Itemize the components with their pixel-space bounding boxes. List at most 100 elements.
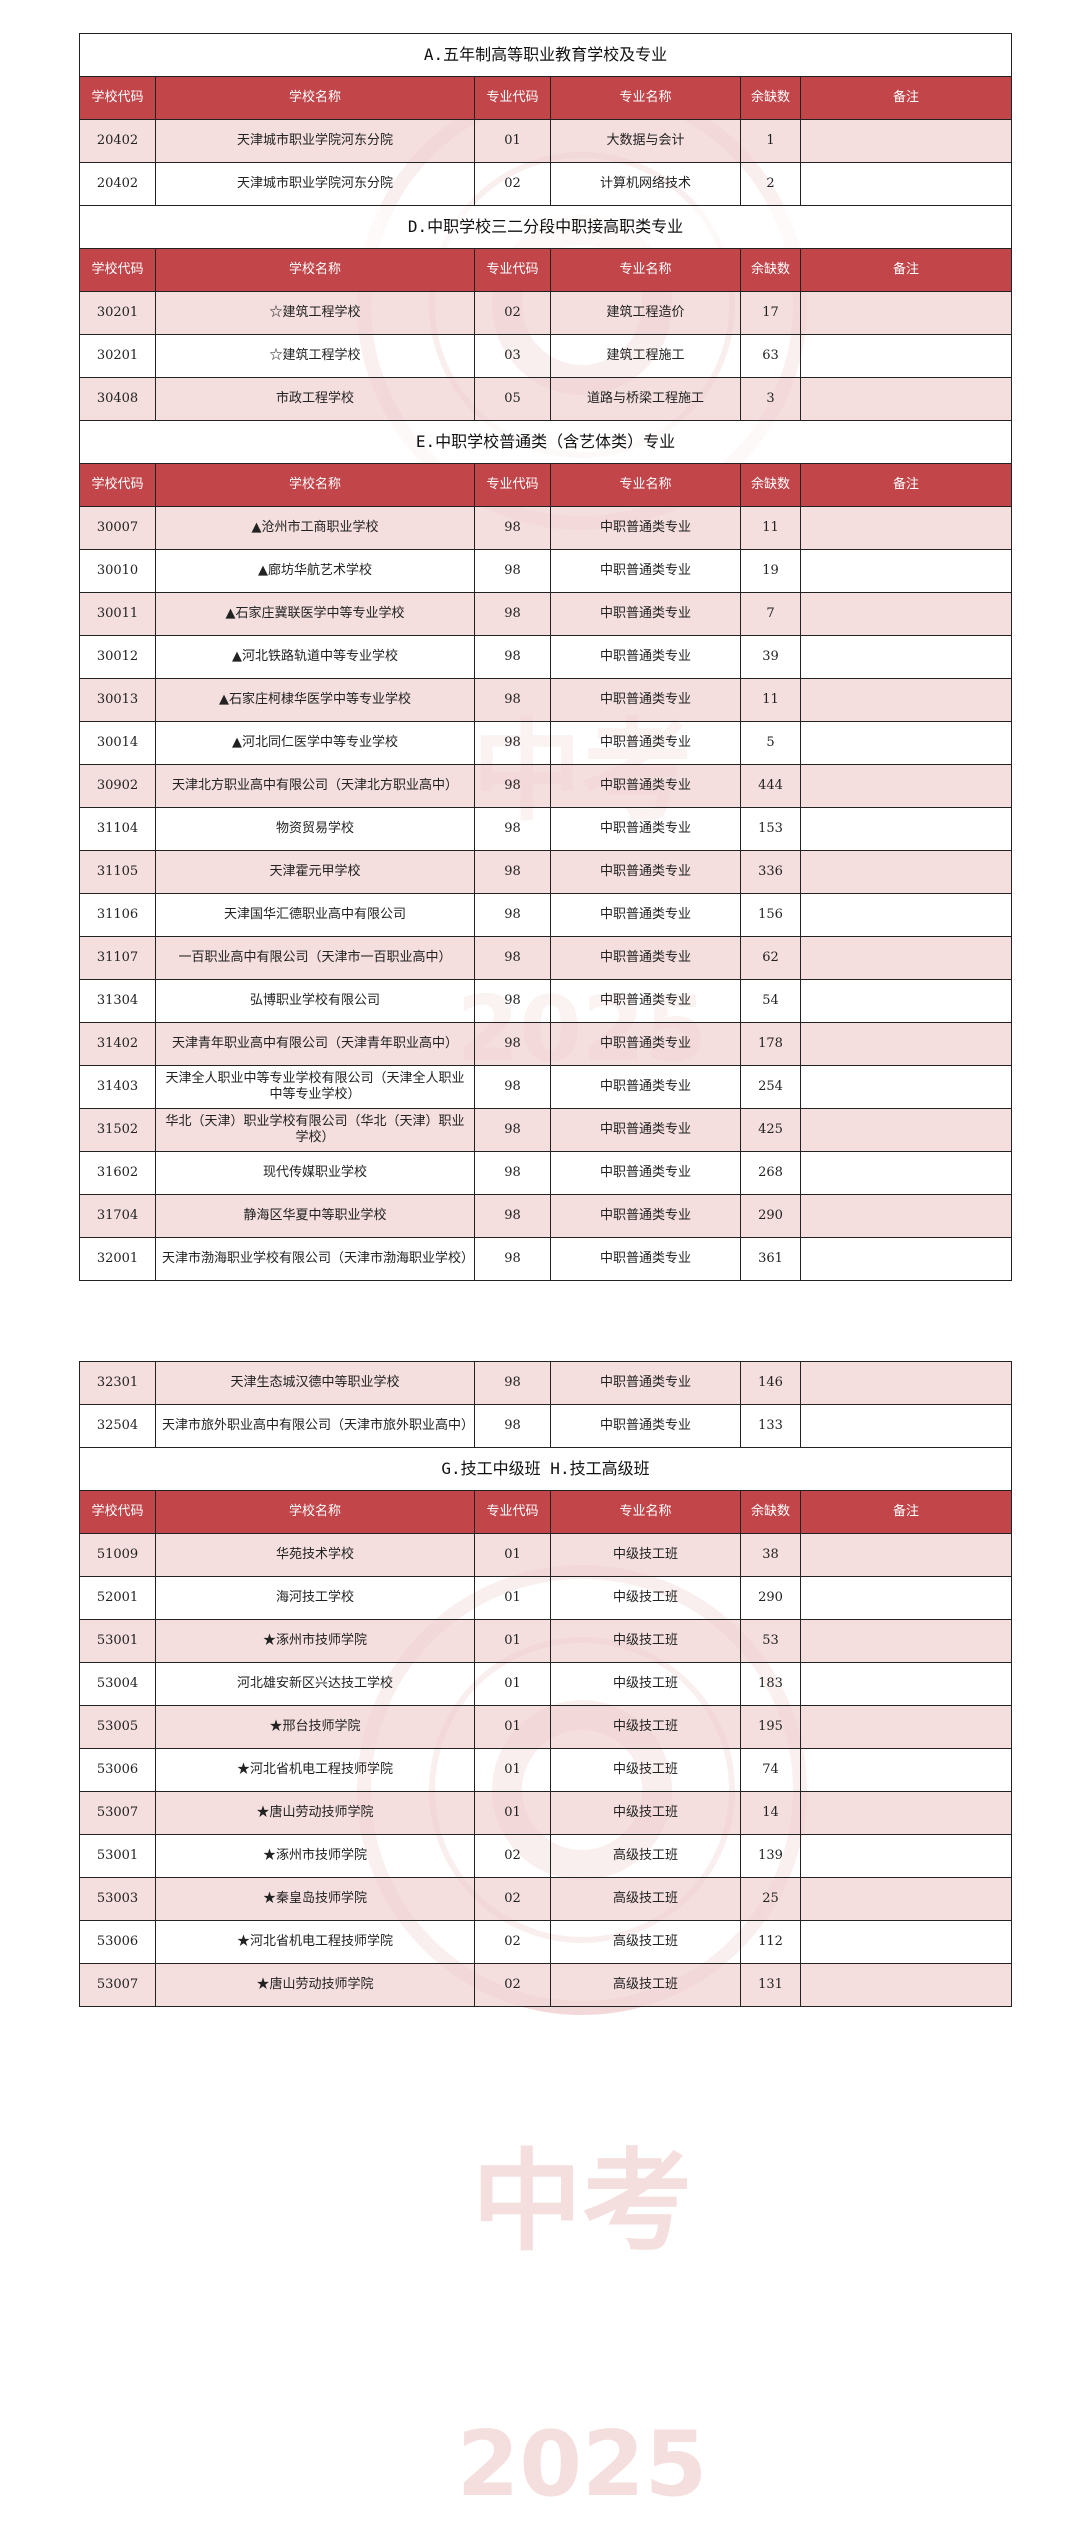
major-code: 01 bbox=[474, 1748, 551, 1792]
major-code: 98 bbox=[474, 764, 551, 808]
school-name: 天津城市职业学院河东分院 bbox=[155, 119, 475, 163]
note bbox=[799, 549, 1013, 593]
column-header: 专业代码 bbox=[474, 248, 551, 292]
column-header: 学校代码 bbox=[79, 463, 156, 507]
school-code: 30013 bbox=[79, 678, 156, 722]
school-code: 32001 bbox=[79, 1237, 156, 1281]
note bbox=[799, 291, 1013, 335]
note bbox=[799, 377, 1013, 421]
major-name: 中职普通类专业 bbox=[550, 850, 741, 894]
vacancy: 361 bbox=[740, 1237, 801, 1281]
school-code: 31704 bbox=[79, 1194, 156, 1238]
school-name: 物资贸易学校 bbox=[155, 807, 475, 851]
major-name: 中职普通类专业 bbox=[550, 1151, 741, 1195]
school-name: 静海区华夏中等职业学校 bbox=[155, 1194, 475, 1238]
major-name: 高级技工班 bbox=[550, 1963, 741, 2007]
column-header: 学校名称 bbox=[155, 463, 475, 507]
school-name: ★河北省机电工程技师学院 bbox=[155, 1748, 475, 1792]
data-row: 31402 天津青年职业高中有限公司（天津青年职业高中） 98 中职普通类专业 178 bbox=[79, 1022, 1013, 1066]
school-code: 30010 bbox=[79, 549, 156, 593]
column-header: 备注 bbox=[799, 248, 1013, 292]
column-header: 余缺数 bbox=[740, 76, 801, 120]
school-code: 30201 bbox=[79, 291, 156, 335]
school-code: 53006 bbox=[79, 1920, 156, 1964]
school-code: 53006 bbox=[79, 1748, 156, 1792]
major-code: 98 bbox=[474, 721, 551, 765]
data-row: 30014 ▲河北同仁医学中等专业学校 98 中职普通类专业 5 bbox=[79, 721, 1013, 765]
school-code: 20402 bbox=[79, 119, 156, 163]
school-name: ★秦皇岛技师学院 bbox=[155, 1877, 475, 1921]
school-name: ▲廊坊华航艺术学校 bbox=[155, 549, 475, 593]
major-code: 02 bbox=[474, 1834, 551, 1878]
data-row: 52001 海河技工学校 01 中级技工班 290 bbox=[79, 1576, 1012, 1620]
data-row: 30201 ☆建筑工程学校 02 建筑工程造价 17 bbox=[79, 291, 1013, 335]
major-code: 98 bbox=[474, 1065, 551, 1109]
vacancy: 444 bbox=[740, 764, 801, 808]
vacancy: 139 bbox=[740, 1834, 801, 1878]
watermark-year: 2025 bbox=[457, 2412, 708, 2517]
table-block: 32301 天津生态城汉德中等职业学校 98 中职普通类专业 146 32504 天津市旅外… bbox=[79, 1361, 1012, 2007]
vacancy: 19 bbox=[740, 549, 801, 593]
school-code: 31602 bbox=[79, 1151, 156, 1195]
header-row: 学校代码 学校名称 专业代码 专业名称 余缺数 备注 bbox=[79, 248, 1013, 292]
major-name: 中职普通类专业 bbox=[550, 635, 741, 679]
school-name: ▲河北同仁医学中等专业学校 bbox=[155, 721, 475, 765]
school-name: 天津生态城汉德中等职业学校 bbox=[155, 1361, 475, 1405]
data-row: 53005 ★邢台技师学院 01 中级技工班 195 bbox=[79, 1705, 1012, 1749]
data-row: 20402 天津城市职业学院河东分院 01 大数据与会计 1 bbox=[79, 119, 1013, 163]
major-name: 高级技工班 bbox=[550, 1920, 741, 1964]
major-name: 中级技工班 bbox=[550, 1705, 741, 1749]
data-row: 30007 ▲沧州市工商职业学校 98 中职普通类专业 11 bbox=[79, 506, 1013, 550]
note bbox=[799, 635, 1013, 679]
major-code: 98 bbox=[474, 549, 551, 593]
vacancy: 53 bbox=[740, 1619, 801, 1663]
vacancy: 5 bbox=[740, 721, 801, 765]
vacancy: 7 bbox=[740, 592, 801, 636]
vacancy: 74 bbox=[740, 1748, 801, 1792]
school-name: ★涿州市技师学院 bbox=[155, 1619, 475, 1663]
school-name: 天津全人职业中等专业学校有限公司（天津全人职业中等专业学校） bbox=[155, 1065, 475, 1109]
note bbox=[800, 1404, 1012, 1448]
major-code: 98 bbox=[474, 678, 551, 722]
major-name: 中职普通类专业 bbox=[550, 1065, 741, 1109]
vacancy: 63 bbox=[740, 334, 801, 378]
vacancy: 112 bbox=[740, 1920, 801, 1964]
school-name: 天津霍元甲学校 bbox=[155, 850, 475, 894]
school-code: 30012 bbox=[79, 635, 156, 679]
school-name: 天津市渤海职业学校有限公司（天津市渤海职业学校） bbox=[155, 1237, 475, 1281]
school-code: 31107 bbox=[79, 936, 156, 980]
school-name: 华苑技术学校 bbox=[155, 1533, 475, 1577]
data-row: 53004 河北雄安新区兴达技工学校 01 中级技工班 183 bbox=[79, 1662, 1012, 1706]
note bbox=[799, 119, 1013, 163]
school-code: 31105 bbox=[79, 850, 156, 894]
major-name: 中职普通类专业 bbox=[550, 678, 741, 722]
school-name: 天津国华汇德职业高中有限公司 bbox=[155, 893, 475, 937]
vacancy: 254 bbox=[740, 1065, 801, 1109]
school-code: 31502 bbox=[79, 1108, 156, 1152]
school-code: 53001 bbox=[79, 1834, 156, 1878]
vacancy: 54 bbox=[740, 979, 801, 1023]
vacancy: 195 bbox=[740, 1705, 801, 1749]
school-name: 河北雄安新区兴达技工学校 bbox=[155, 1662, 475, 1706]
major-name: 大数据与会计 bbox=[550, 119, 741, 163]
school-name: ★唐山劳动技师学院 bbox=[155, 1963, 475, 2007]
section-title-row: G.技工中级班 H.技工高级班 bbox=[79, 1447, 1012, 1491]
data-row: 30013 ▲石家庄柯棣华医学中等专业学校 98 中职普通类专业 11 bbox=[79, 678, 1013, 722]
major-name: 中级技工班 bbox=[550, 1791, 741, 1835]
school-name: ▲河北铁路轨道中等专业学校 bbox=[155, 635, 475, 679]
major-code: 01 bbox=[474, 1662, 551, 1706]
school-name: 天津城市职业学院河东分院 bbox=[155, 162, 475, 206]
major-name: 中级技工班 bbox=[550, 1619, 741, 1663]
vacancy: 14 bbox=[740, 1791, 801, 1835]
data-row: 53001 ★涿州市技师学院 02 高级技工班 139 bbox=[79, 1834, 1012, 1878]
major-code: 98 bbox=[474, 1361, 551, 1405]
major-name: 计算机网络技术 bbox=[550, 162, 741, 206]
major-code: 98 bbox=[474, 1404, 551, 1448]
note bbox=[799, 1022, 1013, 1066]
school-code: 32504 bbox=[79, 1404, 156, 1448]
note bbox=[800, 1576, 1012, 1620]
vacancy: 39 bbox=[740, 635, 801, 679]
note bbox=[799, 506, 1013, 550]
data-row: 30408 市政工程学校 05 道路与桥梁工程施工 3 bbox=[79, 377, 1013, 421]
school-code: 53001 bbox=[79, 1619, 156, 1663]
